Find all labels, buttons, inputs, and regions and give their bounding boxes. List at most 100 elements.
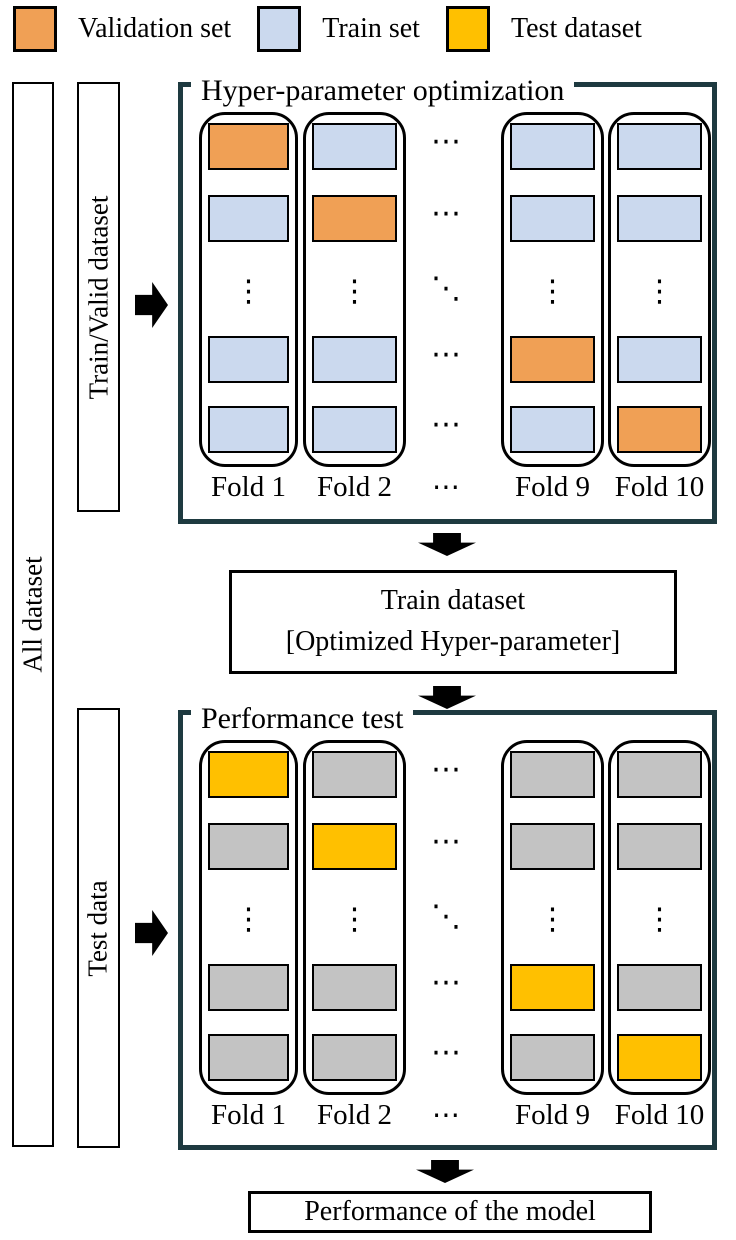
fold-label: Fold 9 <box>515 471 590 503</box>
performance-test-section: Performance test ⋮ Fold 1 ⋮ Fold 2 ⋯ ⋯ ⋱ ⋯ ⋯ ⋯ ⋮ Fo… <box>178 702 717 1150</box>
right-arrow-icon <box>135 282 168 328</box>
train-dataset-box: Train dataset [Optimized Hyper-parameter… <box>229 570 677 674</box>
fold-label: Fold 9 <box>515 1099 590 1131</box>
fold-box: ⋮ <box>608 112 711 467</box>
data-cell-base <box>510 751 595 798</box>
legend-item-validation: Validation set <box>13 6 257 52</box>
fold-label: Fold 10 <box>614 1099 705 1131</box>
test-data-label: Test data <box>83 879 114 977</box>
section-title: Hyper-parameter optimization <box>191 74 575 108</box>
down-arrow-icon <box>418 686 476 709</box>
legend-item-train: Train set <box>257 6 446 52</box>
fold-label: Fold 10 <box>614 471 705 503</box>
horizontal-ellipsis: ⋯ <box>431 123 461 159</box>
vertical-ellipsis: ⋮ <box>644 274 675 309</box>
fold-box: ⋮ <box>501 740 604 1095</box>
fold-column: ⋮ Fold 10 <box>608 112 711 524</box>
horizontal-ellipsis: ⋯ <box>431 823 461 859</box>
fold-column: ⋮ Fold 10 <box>608 740 711 1152</box>
data-cell-base <box>208 195 289 242</box>
data-cell-highlight <box>617 1034 702 1081</box>
train-valid-dataset-bar: Train/Valid dataset <box>77 82 120 512</box>
data-cell-base <box>510 1034 595 1081</box>
data-cell-highlight <box>312 195 397 242</box>
fold-ellipsis-label: ⋯ <box>432 470 460 503</box>
validation-swatch-icon <box>13 6 57 52</box>
data-cell-base <box>208 406 289 453</box>
vertical-ellipsis: ⋮ <box>233 902 264 937</box>
test-swatch-icon <box>445 6 490 52</box>
data-cell-base <box>208 336 289 383</box>
data-cell-highlight <box>208 123 289 170</box>
train-swatch-icon <box>257 6 302 52</box>
fold-box: ⋮ <box>199 740 298 1095</box>
fold-column: ⋮ Fold 9 <box>501 112 604 524</box>
data-cell-base <box>312 123 397 170</box>
train-dataset-line2: [Optimized Hyper-parameter] <box>285 626 621 657</box>
horizontal-ellipsis: ⋯ <box>431 195 461 231</box>
data-cell-highlight <box>617 406 702 453</box>
vertical-ellipsis: ⋮ <box>233 274 264 309</box>
fold-ellipsis-label: ⋯ <box>432 1098 460 1131</box>
data-cell-highlight <box>208 751 289 798</box>
performance-of-model-box: Performance of the model <box>248 1191 652 1233</box>
fold-box: ⋮ <box>608 740 711 1095</box>
data-cell-base <box>617 195 702 242</box>
fold-label: Fold 1 <box>211 471 286 503</box>
fold-column: ⋮ Fold 2 <box>303 112 406 524</box>
data-cell-base <box>312 751 397 798</box>
data-cell-base <box>510 195 595 242</box>
legend-label: Train set <box>322 13 420 44</box>
horizontal-ellipsis: ⋯ <box>431 964 461 1000</box>
vertical-ellipsis: ⋮ <box>339 902 370 937</box>
fold-column: ⋮ Fold 2 <box>303 740 406 1152</box>
data-cell-base <box>312 406 397 453</box>
performance-of-model-label: Performance of the model <box>304 1196 596 1227</box>
fold-column: ⋮ Fold 1 <box>199 740 298 1152</box>
fold-box: ⋮ <box>501 112 604 467</box>
section-title: Performance test <box>191 702 414 736</box>
data-cell-base <box>617 964 702 1011</box>
fold-label: Fold 2 <box>317 471 392 503</box>
diagonal-ellipsis: ⋱ <box>431 271 461 306</box>
down-arrow-icon <box>416 1160 474 1183</box>
legend-item-test: Test dataset <box>445 6 668 52</box>
down-arrow-icon <box>418 533 476 556</box>
data-cell-base <box>312 964 397 1011</box>
horizontal-ellipsis: ⋯ <box>431 406 461 442</box>
data-cell-base <box>312 1034 397 1081</box>
horizontal-ellipsis: ⋯ <box>431 751 461 787</box>
vertical-ellipsis: ⋮ <box>339 274 370 309</box>
data-cell-base <box>617 336 702 383</box>
horizontal-ellipsis: ⋯ <box>431 336 461 372</box>
fold-column: ⋮ Fold 9 <box>501 740 604 1152</box>
ellipsis-column: ⋯ ⋯ ⋱ ⋯ ⋯ ⋯ <box>431 112 461 524</box>
fold-box: ⋮ <box>303 740 406 1095</box>
legend-label: Test dataset <box>510 13 642 44</box>
folds-row: ⋮ Fold 1 ⋮ Fold 2 ⋯ ⋯ ⋱ ⋯ ⋯ ⋯ ⋮ Fold 9 ⋮ Fold 10 <box>183 87 712 519</box>
ellipsis-column: ⋯ ⋯ ⋱ ⋯ ⋯ ⋯ <box>431 740 461 1152</box>
fold-box: ⋮ <box>303 112 406 467</box>
folds-row: ⋮ Fold 1 ⋮ Fold 2 ⋯ ⋯ ⋱ ⋯ ⋯ ⋯ ⋮ Fold 9 ⋮ Fold 10 <box>183 715 712 1145</box>
legend-label: Validation set <box>78 13 232 44</box>
data-cell-base <box>617 751 702 798</box>
hyperparameter-optimization-section: Hyper-parameter optimization ⋮ Fold 1 ⋮ Fol… <box>178 74 717 524</box>
fold-label: Fold 1 <box>211 1099 286 1131</box>
legend: Validation set Train set Test dataset <box>13 6 668 52</box>
data-cell-base <box>510 123 595 170</box>
fold-box: ⋮ <box>199 112 298 467</box>
right-arrow-icon <box>135 910 168 956</box>
train-dataset-line1: Train dataset <box>380 585 526 617</box>
data-cell-base <box>208 1034 289 1081</box>
data-cell-base <box>312 336 397 383</box>
all-dataset-bar: All dataset <box>12 82 54 1147</box>
fold-column: ⋮ Fold 1 <box>199 112 298 524</box>
data-cell-base <box>617 123 702 170</box>
data-cell-base <box>617 823 702 870</box>
data-cell-base <box>208 823 289 870</box>
train-valid-dataset-label: Train/Valid dataset <box>83 195 114 399</box>
data-cell-highlight <box>510 336 595 383</box>
vertical-ellipsis: ⋮ <box>537 902 568 937</box>
diagonal-ellipsis: ⋱ <box>431 899 461 934</box>
